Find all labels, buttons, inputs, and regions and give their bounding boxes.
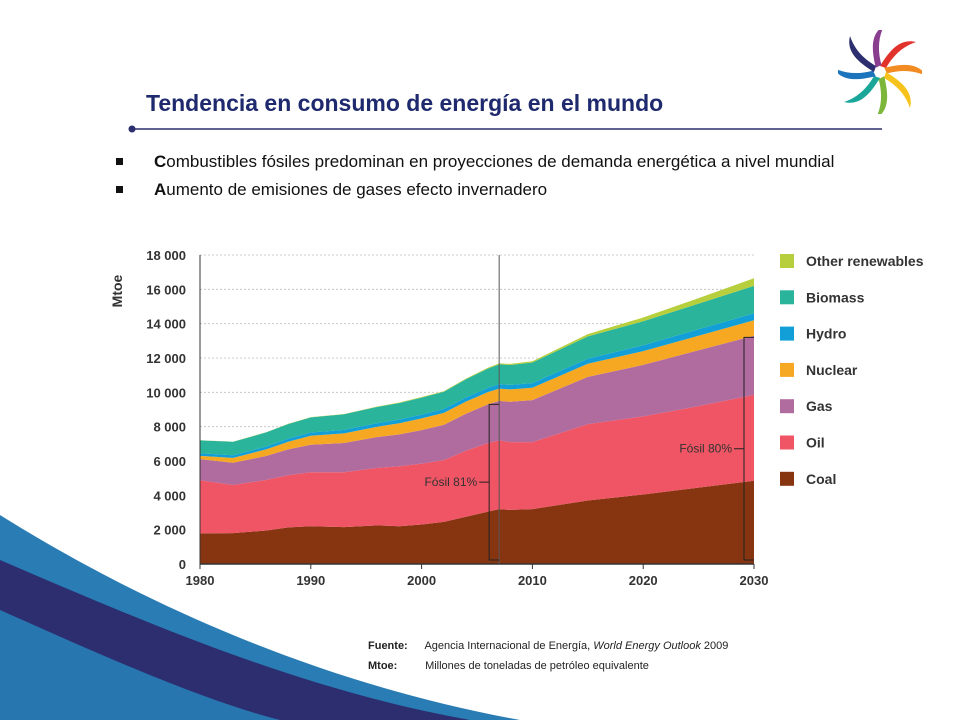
legend-label: Gas <box>806 398 833 414</box>
y-tick-label: 14 000 <box>146 317 186 332</box>
legend-swatch <box>780 362 794 377</box>
legend-label: Other renewables <box>806 253 924 269</box>
logo-blade-green <box>875 76 888 114</box>
background-wave-light-2 <box>0 610 280 720</box>
annotation-label: Fósil 81% <box>424 475 477 489</box>
y-tick-label: 6 000 <box>153 454 186 469</box>
x-tick-label: 2010 <box>518 573 547 588</box>
legend-swatch <box>780 254 794 268</box>
bullet-square-icon <box>116 186 123 193</box>
mtoe-line: Mtoe: Millones de toneladas de petróleo … <box>368 656 728 676</box>
pinwheel-logo <box>838 30 922 114</box>
y-tick-label: 10 000 <box>146 385 186 400</box>
area-series <box>200 480 754 564</box>
y-tick-label: 18 000 <box>146 248 186 263</box>
area-series <box>200 285 754 456</box>
legend-swatch <box>780 399 794 414</box>
legend-label: Hydro <box>806 326 846 342</box>
y-tick-label: 8 000 <box>153 420 186 435</box>
logo-blade-teal <box>844 76 880 103</box>
x-tick-label: 2000 <box>407 573 436 588</box>
annotation-bracket <box>479 403 500 561</box>
bullet-item: Combustibles fósiles predominan en proye… <box>112 150 894 174</box>
x-tick-label: 2020 <box>629 573 658 588</box>
logo-blade-navy <box>849 36 876 72</box>
page-title: Tendencia en consumo de energía en el mu… <box>146 90 664 116</box>
legend-label: Biomass <box>806 289 865 305</box>
source-year: 2009 <box>703 640 729 652</box>
legend-swatch <box>780 435 794 450</box>
source-label: Fuente: <box>368 640 408 652</box>
y-axis-label: Mtoe <box>109 274 125 307</box>
legend-swatch <box>780 290 794 305</box>
bullet-text: Combustibles fósiles predominan en proye… <box>154 152 835 171</box>
source-line: Fuente: Agencia Internacional de Energía… <box>368 636 728 656</box>
y-tick-label: 0 <box>179 557 186 572</box>
logo-blade-blue <box>838 67 876 80</box>
area-series <box>200 394 754 534</box>
mtoe-text: Millones de toneladas de petróleo equiva… <box>425 660 649 672</box>
title-underline <box>128 125 882 133</box>
energy-area-chart: 0 2 000 4 000 6 000 8 000 10 000 12 000 14 000 1… <box>109 248 924 588</box>
x-tick-label: 2030 <box>740 573 769 588</box>
logo-blade-purple <box>872 30 885 68</box>
legend-label: Oil <box>806 435 825 451</box>
bullet-list: Combustibles fósiles predominan en proye… <box>112 150 894 202</box>
source-notes: Fuente: Agencia Internacional de Energía… <box>368 636 728 676</box>
y-tick-label: 4 000 <box>153 488 186 503</box>
legend-swatch <box>780 471 794 486</box>
logo-blade-yellow <box>884 72 911 108</box>
legend-label: Coal <box>806 471 836 487</box>
legend-swatch <box>780 326 794 341</box>
annotation-bracket <box>734 336 754 561</box>
annotation-label: Fósil 80% <box>679 442 732 456</box>
x-tick-label: 1990 <box>296 573 325 588</box>
y-tick-label: 12 000 <box>146 351 186 366</box>
mtoe-label: Mtoe: <box>368 660 398 672</box>
x-tick-label: 1980 <box>186 573 215 588</box>
logo-blade-orange <box>884 64 922 77</box>
logo-blade-red <box>880 41 916 68</box>
bullet-text: Aumento de emisiones de gases efecto inv… <box>154 180 548 199</box>
source-publication: World Energy Outlook <box>593 640 701 652</box>
legend-label: Nuclear <box>806 362 858 378</box>
y-tick-label: 2 000 <box>153 523 186 538</box>
area-series <box>200 335 754 485</box>
bullet-square-icon <box>116 158 123 165</box>
bullet-item: Aumento de emisiones de gases efecto inv… <box>112 178 894 202</box>
source-text: Agencia Internacional de Energía, <box>424 640 591 652</box>
y-tick-label: 16 000 <box>146 282 186 297</box>
